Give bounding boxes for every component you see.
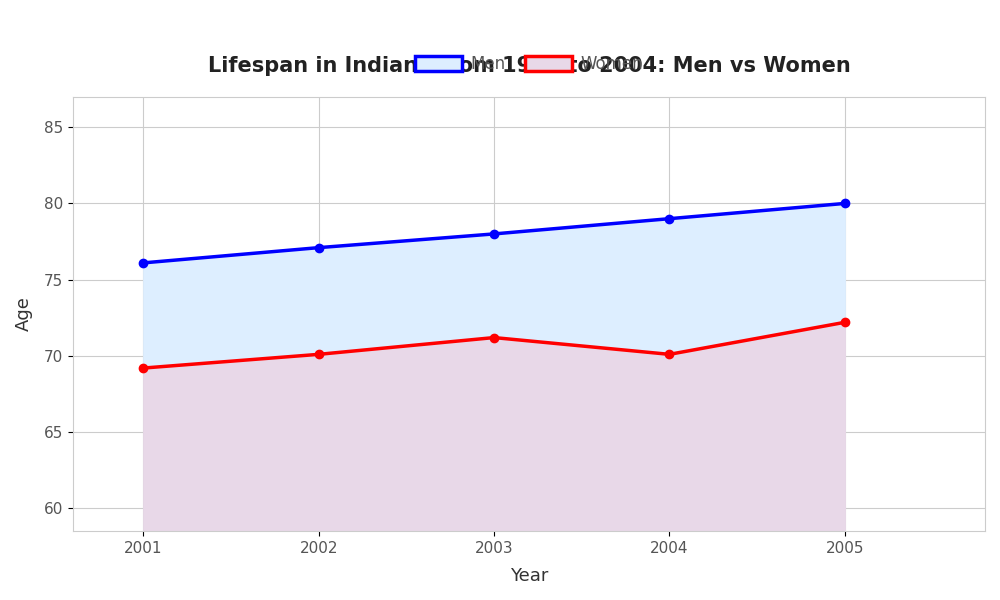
Y-axis label: Age: Age <box>15 296 33 331</box>
Title: Lifespan in Indiana from 1960 to 2004: Men vs Women: Lifespan in Indiana from 1960 to 2004: M… <box>208 56 850 76</box>
X-axis label: Year: Year <box>510 567 548 585</box>
Legend: Men, Women: Men, Women <box>409 49 650 80</box>
